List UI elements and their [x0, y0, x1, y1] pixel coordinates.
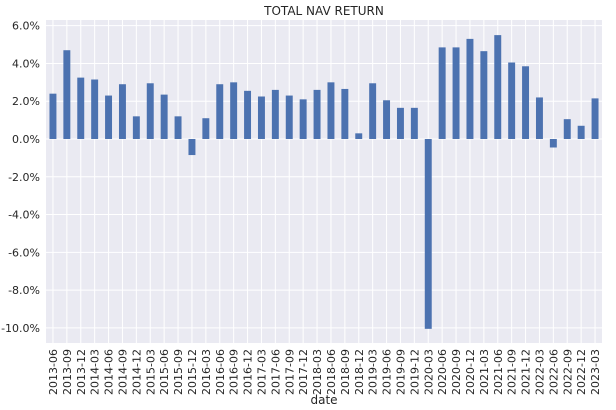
x-tick-label: 2022-06 [547, 349, 560, 395]
y-tick-label: 0.0% [12, 133, 40, 146]
bar [383, 100, 391, 139]
bar [146, 83, 154, 139]
bar [132, 116, 140, 139]
bar [49, 93, 57, 139]
bar [244, 90, 252, 139]
chart-title: TOTAL NAV RETURN [263, 4, 384, 18]
x-tick-label: 2020-09 [450, 349, 463, 395]
bar [230, 82, 238, 139]
bar [327, 82, 335, 139]
x-tick-label: 2017-12 [297, 349, 310, 395]
y-tick-label: 4.0% [12, 57, 40, 70]
x-tick-label: 2018-06 [325, 349, 338, 395]
x-tick-label: 2013-06 [47, 349, 60, 395]
bar [257, 96, 265, 139]
x-tick-label: 2016-09 [228, 349, 241, 395]
bar [466, 38, 474, 140]
x-tick-label: 2021-06 [492, 349, 505, 395]
x-tick-label: 2021-09 [506, 349, 519, 395]
y-tick-label: -6.0% [8, 246, 40, 259]
x-tick-label: 2014-03 [89, 349, 102, 395]
y-tick-label: -8.0% [8, 284, 40, 297]
bar [535, 97, 543, 139]
x-tick-label: 2018-03 [311, 349, 324, 395]
bar [508, 62, 516, 139]
bar [522, 66, 530, 139]
x-tick-label: 2017-09 [283, 349, 296, 395]
bar [77, 77, 85, 139]
bars [49, 35, 599, 329]
bar [285, 95, 293, 139]
x-tick-label: 2015-06 [158, 349, 171, 395]
bar [91, 79, 99, 139]
x-tick-label: 2020-06 [436, 349, 449, 395]
bar [160, 94, 168, 139]
bar [216, 84, 224, 139]
x-tick-label: 2022-12 [575, 349, 588, 395]
bar [591, 98, 599, 139]
bar [369, 83, 377, 139]
bar [63, 50, 71, 139]
x-tick-label: 2014-12 [130, 349, 143, 395]
bar [105, 95, 113, 139]
bar [452, 47, 460, 140]
x-tick-label: 2015-03 [144, 349, 157, 395]
bar [396, 107, 404, 139]
bar [355, 133, 363, 139]
x-tick-label: 2021-03 [478, 349, 491, 395]
y-tick-label: 6.0% [12, 20, 40, 33]
y-tick-label: -4.0% [8, 209, 40, 222]
x-tick-label: 2018-12 [353, 349, 366, 395]
bar [313, 89, 321, 139]
bar [410, 107, 418, 139]
x-tick-label: 2022-09 [561, 349, 574, 395]
x-tick-label: 2018-09 [339, 349, 352, 395]
y-tick-labels: 6.0% 4.0% 2.0% 0.0% -2.0% -4.0% -6.0% -8.0% -10.… [1, 20, 40, 335]
x-tick-label: 2017-06 [269, 349, 282, 395]
bar [118, 84, 126, 139]
x-tick-label: 2016-06 [214, 349, 227, 395]
grid-lines [46, 20, 602, 343]
y-tick-label: -2.0% [8, 171, 40, 184]
x-tick-label: 2017-03 [255, 349, 268, 395]
bar [494, 35, 502, 139]
x-tick-label: 2021-12 [520, 349, 533, 395]
bar [202, 118, 210, 139]
plot-background [46, 20, 602, 343]
x-tick-label: 2014-09 [116, 349, 129, 395]
x-tick-label: 2022-03 [533, 349, 546, 395]
x-tick-label: 2019-06 [381, 349, 394, 395]
y-tick-label: 2.0% [12, 95, 40, 108]
x-tick-label: 2013-12 [75, 349, 88, 395]
x-tick-label: 2020-03 [422, 349, 435, 395]
x-tick-label: 2016-03 [200, 349, 213, 395]
x-tick-label: 2016-12 [242, 349, 255, 395]
x-tick-label: 2019-03 [367, 349, 380, 395]
bar [271, 89, 279, 139]
x-tick-label: 2019-09 [394, 349, 407, 395]
bar [549, 139, 557, 148]
x-tick-label: 2015-09 [172, 349, 185, 395]
x-tick-labels: 2013-06 2013-09 2013-12 2014-03 2014-06 2014-… [47, 349, 602, 395]
x-tick-label: 2014-06 [103, 349, 116, 395]
bar [299, 99, 307, 139]
bar [577, 125, 585, 139]
x-tick-label: 2013-09 [61, 349, 74, 395]
x-axis-title: date [310, 393, 337, 407]
bar [438, 47, 446, 140]
bar [341, 88, 349, 139]
bar [174, 116, 182, 139]
x-tick-label: 2015-12 [186, 349, 199, 395]
bar [188, 139, 196, 156]
x-tick-label: 2019-12 [408, 349, 421, 395]
x-tick-label: 2020-12 [464, 349, 477, 395]
bar [424, 139, 432, 329]
x-tick-label: 2023-03 [589, 349, 602, 395]
y-tick-label: -10.0% [1, 322, 40, 335]
bar [480, 51, 488, 139]
bar [563, 119, 571, 139]
